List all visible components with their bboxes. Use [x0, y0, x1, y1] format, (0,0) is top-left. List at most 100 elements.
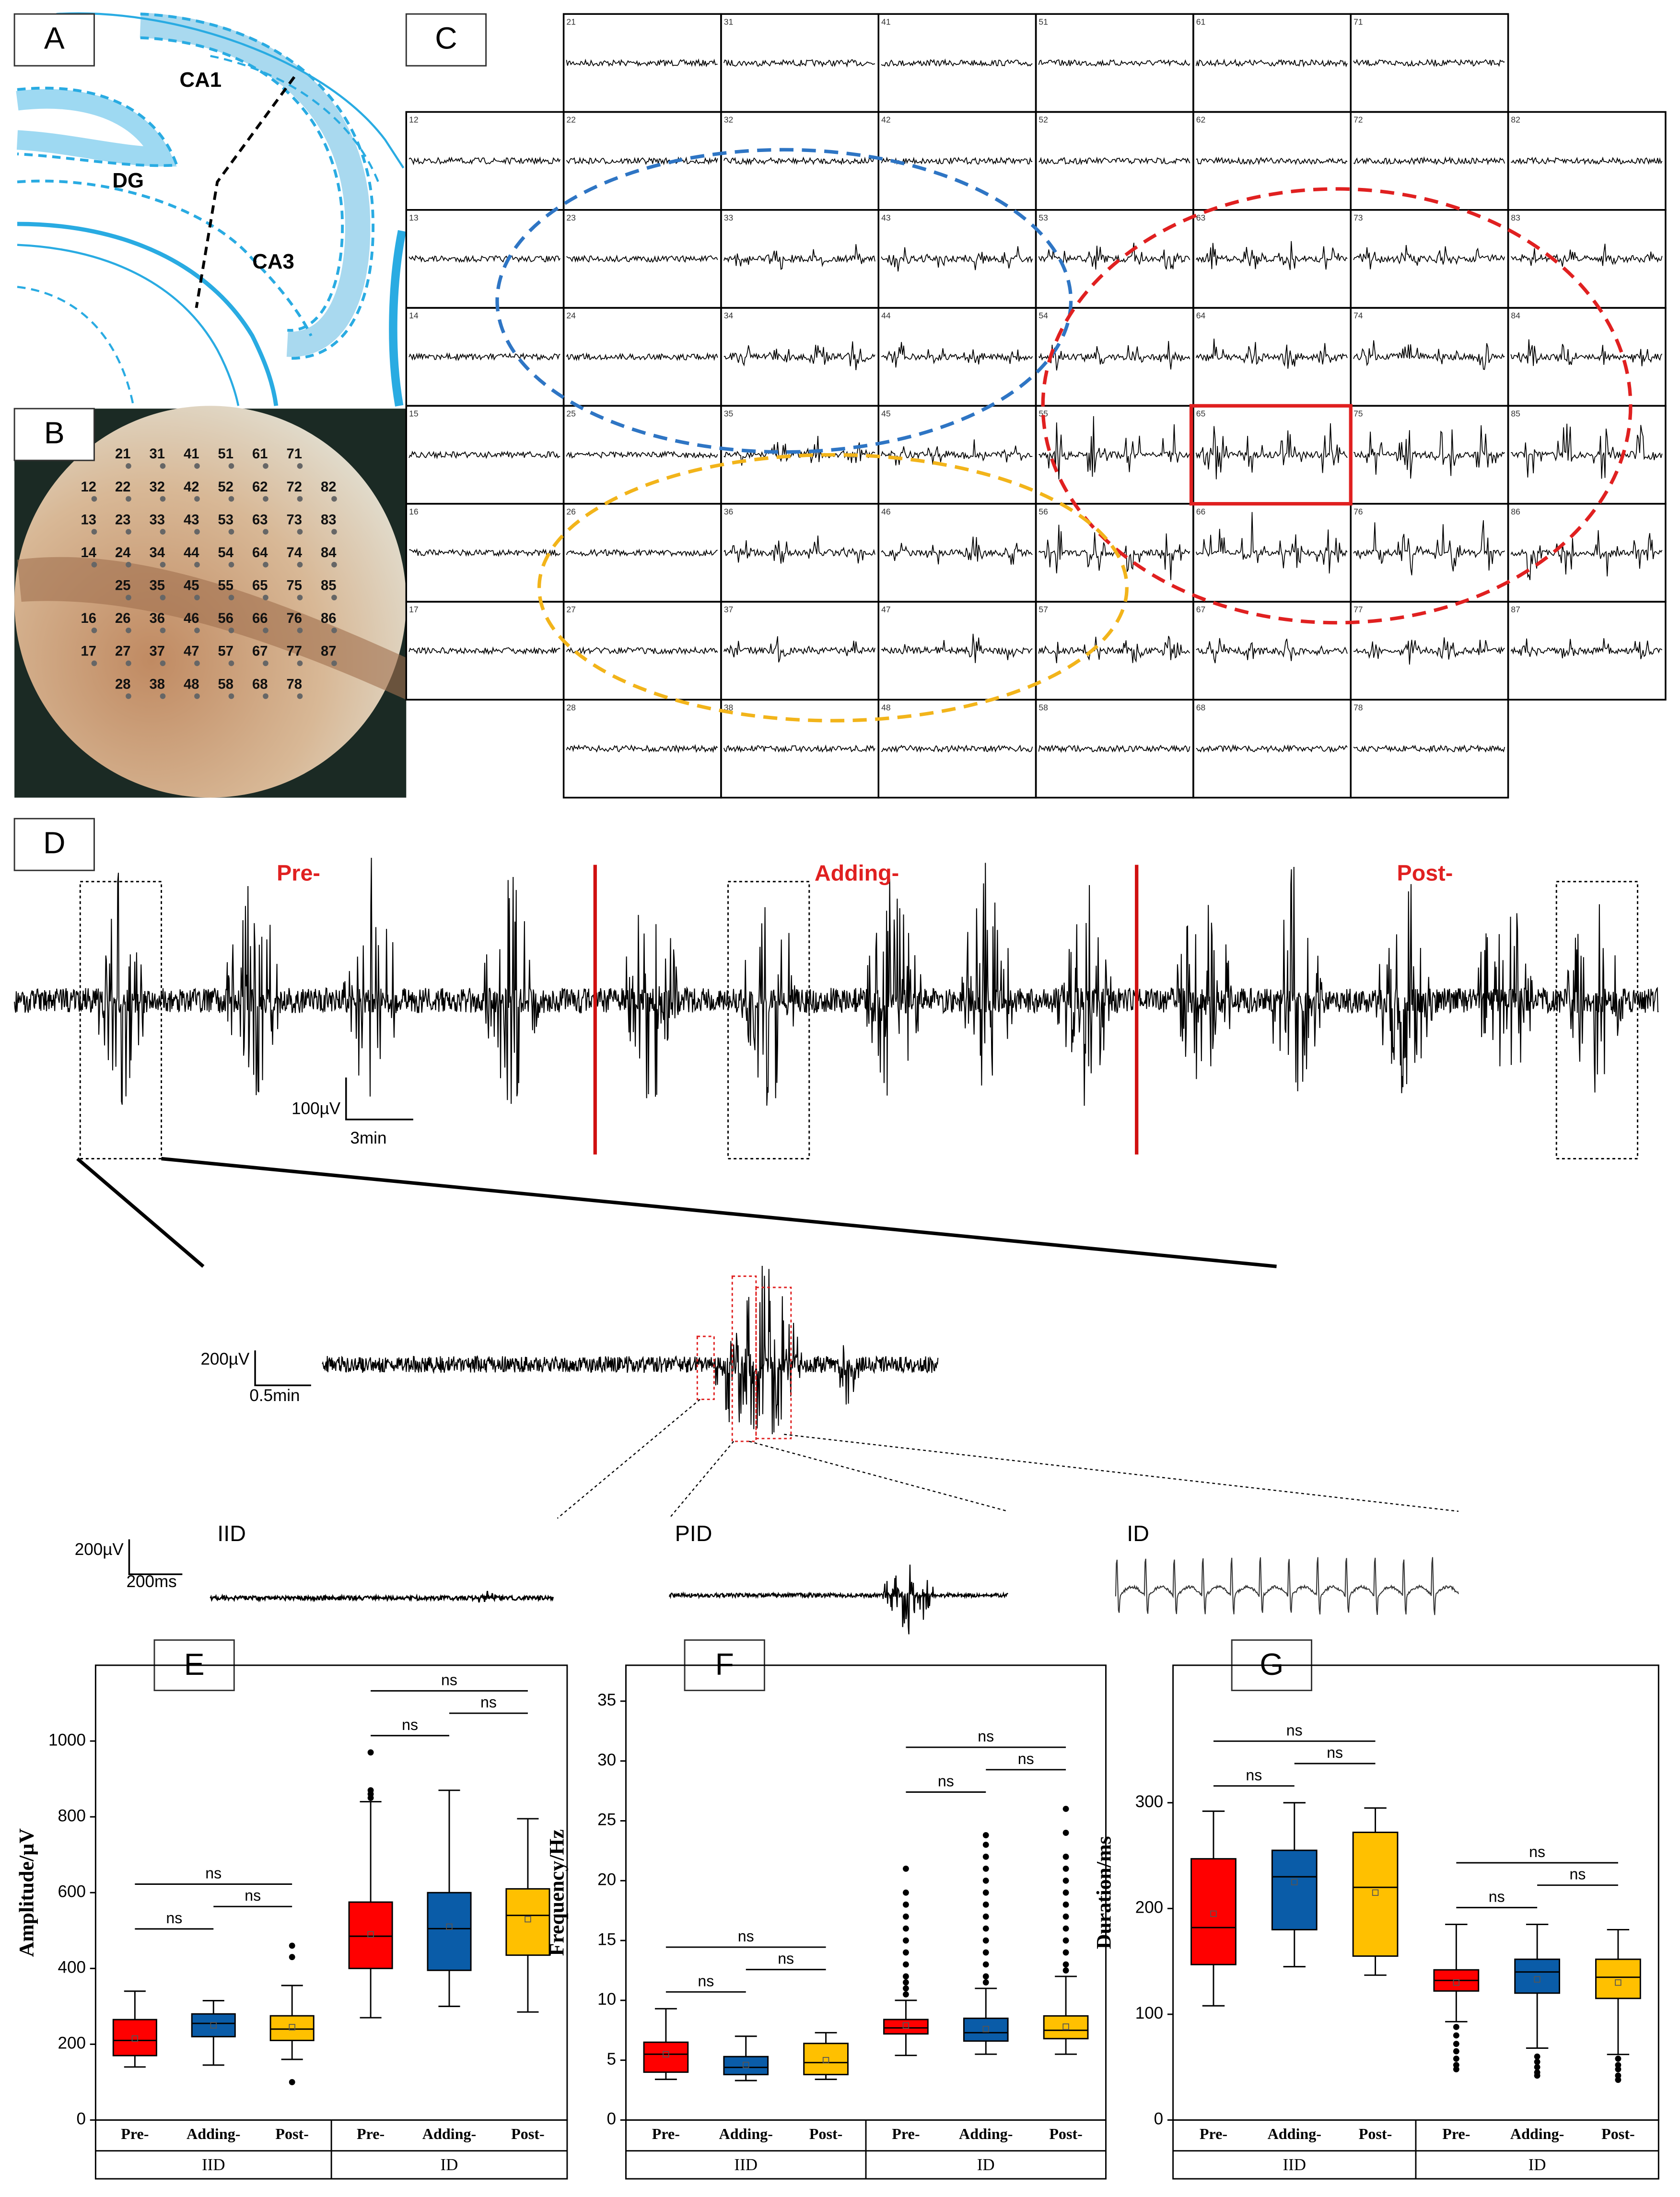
channel-label: 15 [409, 409, 418, 418]
electrode [263, 693, 268, 699]
mean [131, 2035, 139, 2042]
electrode [228, 561, 234, 568]
outlier [1453, 2048, 1459, 2055]
electrode [160, 463, 166, 469]
box [427, 1892, 472, 1971]
group-label: ID [441, 2155, 458, 2174]
channel-trace [881, 246, 1033, 272]
electrode [194, 529, 200, 535]
outlier [1453, 2066, 1459, 2073]
electrode-label: 14 [81, 545, 97, 561]
condition-label: Adding- [959, 2125, 1013, 2142]
outlier [1534, 2069, 1540, 2076]
selection-box [727, 881, 810, 1159]
channel-label: 22 [566, 115, 575, 125]
significance-label: ns [738, 1928, 754, 1945]
electrode [331, 595, 337, 601]
electrode-label: 12 [81, 479, 96, 495]
outlier [982, 1979, 989, 1986]
channel-trace [1196, 744, 1348, 753]
mean [1534, 1976, 1540, 1983]
electrode-label: 32 [150, 479, 165, 495]
outlier [1453, 2032, 1459, 2039]
outlier [1062, 1889, 1069, 1896]
electrode-label: 41 [184, 446, 199, 462]
group-label: ID [977, 2155, 995, 2174]
electrode-label: 72 [287, 479, 302, 495]
electrode [297, 660, 303, 666]
electrode [331, 496, 337, 502]
mean [210, 2022, 217, 2029]
channel-label: 58 [1038, 702, 1048, 712]
channel-trace [1196, 156, 1348, 166]
electrode [91, 660, 97, 666]
box [803, 2043, 849, 2076]
electrode [297, 595, 303, 601]
electrode-label: 26 [115, 611, 130, 626]
significance-label: ns [698, 1972, 714, 1989]
condition-label: Adding- [1510, 2125, 1564, 2142]
scale-amplitude: 200µV [75, 1540, 124, 1559]
hippocampus-drawing [16, 12, 407, 407]
outlier [902, 1901, 909, 1908]
band-edge [140, 12, 374, 360]
channel-trace [723, 744, 875, 753]
channel-trace [1196, 638, 1348, 664]
channel-label: 53 [1038, 213, 1048, 222]
electrode [263, 561, 268, 568]
scale-time: 200ms [127, 1572, 177, 1591]
channel-trace [566, 156, 718, 165]
panel-label: C [435, 21, 457, 56]
channel-label: 44 [881, 311, 891, 320]
channel-label: 21 [566, 17, 575, 26]
mean [902, 2022, 910, 2029]
electrode-label: 16 [81, 611, 96, 626]
event-label: PID [675, 1521, 712, 1546]
electrode [194, 561, 200, 568]
channel-label: 16 [409, 507, 418, 516]
electrode-label: 35 [150, 578, 165, 594]
channel-label: 37 [724, 605, 733, 614]
electrode [194, 660, 200, 666]
mean [1372, 1889, 1379, 1896]
electrode-label: 21 [115, 446, 130, 462]
significance-label: ns [1327, 1744, 1343, 1761]
electrode-label: 68 [252, 677, 268, 692]
outlier [367, 1787, 374, 1794]
boundary [17, 244, 240, 406]
channel-trace [566, 352, 718, 362]
channel-label: 27 [566, 605, 575, 614]
outlier [1534, 2053, 1540, 2060]
outlier [1534, 2064, 1540, 2070]
channel-label: 65 [1196, 409, 1205, 418]
electrode-label: 62 [252, 479, 268, 495]
box [1352, 1832, 1399, 1957]
electrode-label: 84 [321, 545, 337, 561]
condition-label: Pre- [892, 2125, 920, 2142]
mean [1062, 2023, 1069, 2030]
slice-layer [17, 557, 407, 700]
panel-label: D [43, 826, 65, 860]
electrode [297, 529, 303, 535]
mean [367, 1931, 374, 1938]
channel-label: 31 [724, 17, 733, 26]
channel-label: 32 [724, 115, 733, 125]
scale-bar [345, 1077, 413, 1121]
outlier [902, 1937, 909, 1944]
outlier [1062, 1853, 1069, 1860]
y-tick-label: 200 [58, 2034, 86, 2053]
channel-trace [408, 255, 561, 263]
electrode-label: 57 [218, 644, 233, 659]
electrode-label: 25 [115, 578, 130, 594]
panel-label-box [13, 818, 95, 871]
y-axis-label: Amplitude/µV [15, 1828, 38, 1957]
outlier [1615, 2056, 1622, 2062]
panel-label-box [405, 13, 487, 67]
electrode [91, 529, 97, 535]
channel-trace [1195, 423, 1348, 479]
electrode [160, 561, 166, 568]
boundary [17, 286, 135, 406]
electrode [91, 561, 97, 568]
outlier [982, 1877, 989, 1884]
channel-label: 76 [1353, 507, 1363, 516]
